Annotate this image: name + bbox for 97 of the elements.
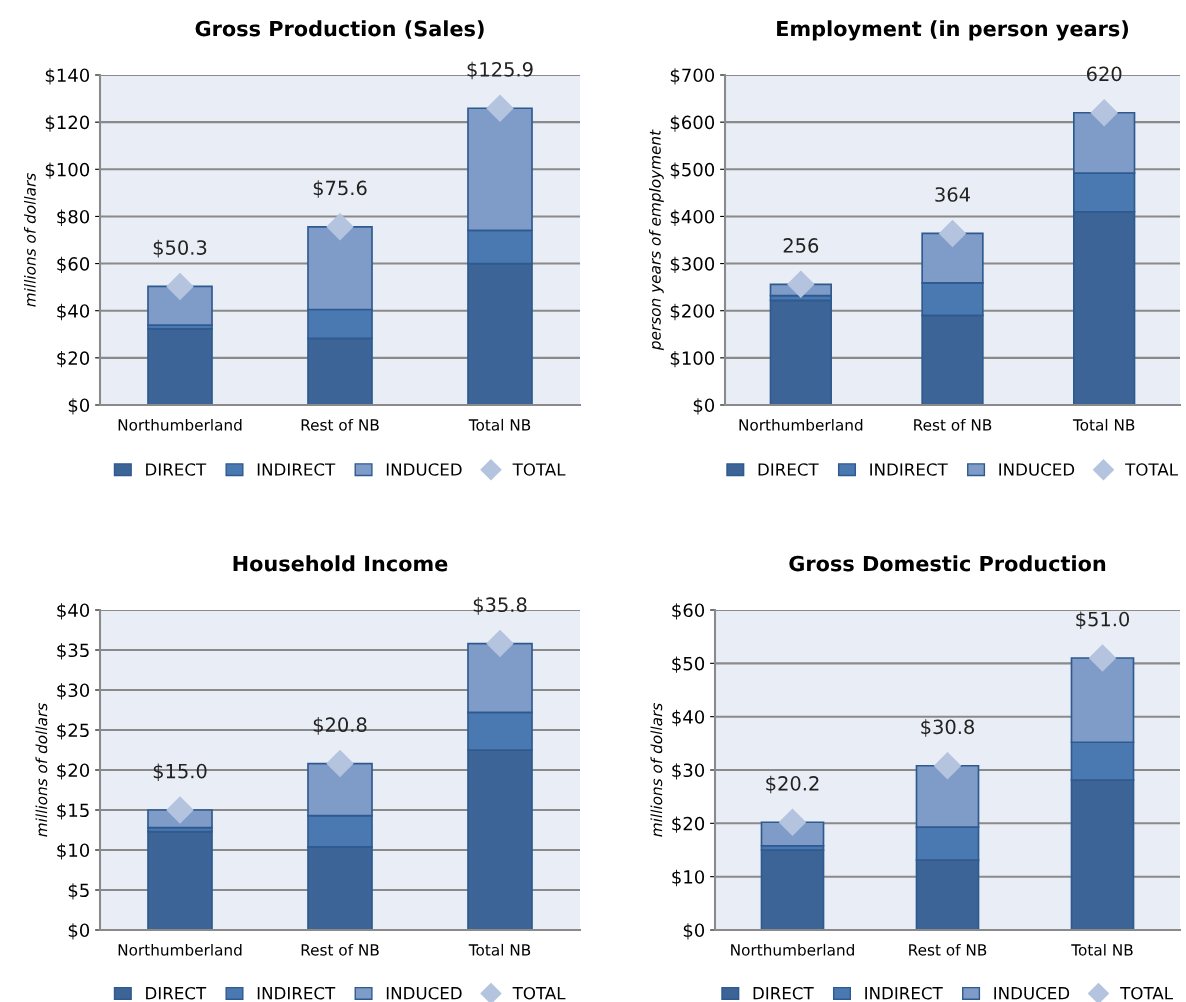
point — [166, 272, 194, 300]
bar — [147, 285, 213, 326]
y-tick-label: $0 — [68, 398, 90, 415]
data-label: $51.0 — [1076, 611, 1130, 630]
y-axis-title: millions of dollars — [650, 703, 663, 837]
chart-title: Employment (in person years) — [777, 20, 1129, 41]
y-tick-label: $80 — [57, 209, 90, 226]
x-tick-label: Rest of NB — [301, 418, 379, 431]
legend-label: TOTAL — [1120, 986, 1173, 1000]
y-tick-label: $10 — [57, 843, 90, 860]
point — [1089, 644, 1116, 672]
y-tick-label: $100 — [670, 351, 715, 368]
legend-label: INDUCED — [386, 463, 462, 476]
point — [787, 270, 815, 298]
bar — [147, 830, 213, 930]
y-tick-label: $40 — [57, 603, 90, 620]
x-tick-label: Northumberland — [739, 418, 863, 431]
x-tick-label: Northumberland — [118, 943, 242, 956]
data-label: $125.9 — [467, 61, 533, 80]
legend-label: INDUCED — [999, 463, 1075, 476]
legend-label: TOTAL — [1125, 463, 1178, 476]
y-tick-label: $40 — [672, 709, 705, 727]
y-tick-label: $0 — [683, 923, 705, 940]
y-axis-title: millions of dollars — [23, 173, 36, 307]
chart-title: Gross Domestic Production — [789, 555, 1106, 572]
x-tick-label: Rest of NB — [909, 943, 987, 956]
legend-label: TOTAL — [512, 986, 566, 1000]
data-label: $20.8 — [313, 717, 367, 735]
point — [486, 94, 514, 122]
data-label: 620 — [1086, 66, 1122, 82]
y-tick-label: $10 — [672, 869, 705, 887]
legend-label: DIRECT — [146, 463, 207, 476]
y-tick-label: $300 — [670, 256, 715, 274]
y-tick-label: $0 — [68, 923, 90, 940]
legend-label: INDIRECT — [865, 986, 943, 1000]
y-tick-label: $0 — [693, 398, 715, 415]
y-tick-label: $35 — [57, 643, 89, 660]
x-tick-label: Total NB — [468, 943, 531, 956]
y-tick-label: $20 — [57, 351, 90, 368]
bar — [769, 299, 833, 405]
y-tick-label: $5 — [68, 883, 89, 900]
point — [779, 808, 806, 836]
y-tick-label: $15 — [57, 803, 89, 820]
y-tick-label: $30 — [672, 763, 705, 780]
legend-label: DIRECT — [753, 986, 814, 1000]
y-tick-label: $100 — [45, 162, 90, 179]
data-label: 364 — [935, 187, 970, 202]
y-tick-label: $20 — [57, 763, 90, 780]
x-tick-label: Total NB — [468, 418, 531, 431]
data-label: $15.0 — [153, 763, 207, 782]
bar — [760, 849, 825, 930]
legend-label: INDIRECT — [257, 463, 336, 476]
point — [326, 213, 354, 241]
data-label: $20.2 — [766, 775, 819, 794]
y-tick-label: $40 — [57, 303, 90, 321]
legend-label: INDIRECT — [257, 986, 336, 1000]
y-axis-title: person years of employment — [648, 129, 664, 351]
point — [326, 750, 354, 778]
y-tick-label: $25 — [57, 723, 89, 740]
y-tick-label: $500 — [670, 162, 715, 179]
y-axis-title: millions of dollars — [35, 703, 48, 837]
x-tick-label: Northumberland — [118, 418, 242, 431]
y-tick-label: $20 — [672, 816, 705, 833]
data-label: $30.8 — [921, 719, 974, 737]
x-tick-label: Northumberland — [731, 943, 854, 956]
x-tick-label: Rest of NB — [301, 943, 379, 956]
y-tick-label: $30 — [57, 683, 90, 700]
x-tick-label: Rest of NB — [914, 418, 992, 431]
chart-title: Gross Production (Sales) — [195, 20, 484, 39]
data-label: $35.8 — [473, 597, 527, 615]
legend-label: INDUCED — [994, 986, 1070, 1000]
legend-label: DIRECT — [758, 463, 819, 476]
point — [1090, 99, 1118, 127]
legend-label: TOTAL — [512, 463, 566, 476]
point — [934, 752, 961, 780]
data-label: 256 — [783, 238, 819, 253]
y-tick-label: $140 — [45, 68, 90, 85]
y-tick-label: $400 — [670, 209, 715, 226]
y-tick-label: $600 — [670, 115, 715, 132]
point — [939, 219, 966, 247]
y-tick-label: $60 — [57, 256, 90, 274]
legend-label: INDUCED — [386, 986, 462, 1000]
point — [166, 796, 194, 824]
legend-label: DIRECT — [146, 986, 207, 1000]
data-label: $50.3 — [153, 239, 207, 258]
x-tick-label: Total NB — [1072, 418, 1135, 431]
y-tick-label: $700 — [670, 68, 715, 85]
bar — [147, 328, 213, 405]
y-tick-label: $50 — [672, 656, 705, 673]
y-tick-label: $120 — [45, 115, 90, 132]
point — [486, 630, 514, 658]
x-tick-label: Total NB — [1071, 943, 1133, 956]
y-tick-label: $60 — [672, 603, 705, 620]
legend-label: INDIRECT — [870, 463, 948, 476]
chart-title: Household Income — [233, 555, 448, 572]
data-label: $75.6 — [313, 180, 367, 198]
y-tick-label: $200 — [670, 303, 715, 321]
